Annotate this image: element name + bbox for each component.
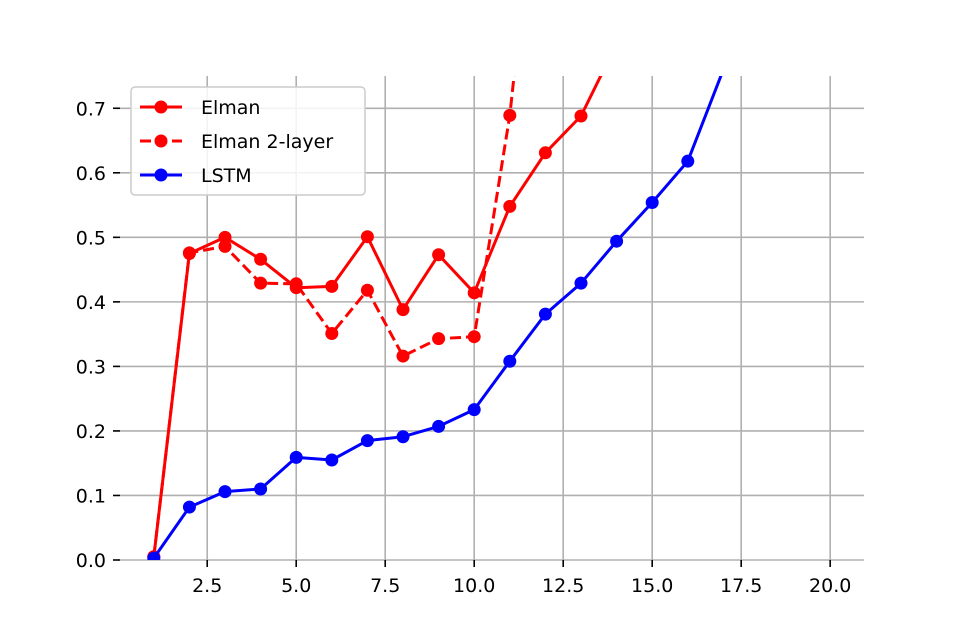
data-point-0 (218, 230, 232, 244)
x-tick-label: 20.0 (809, 575, 851, 597)
series-line-0 (152, 76, 603, 557)
data-point-1 (218, 239, 232, 253)
legend: Elman Elman 2-layer LSTM (130, 86, 366, 196)
legend-box (130, 86, 366, 196)
y-tick-label: 0.7 (76, 98, 106, 120)
grid-lines (120, 76, 864, 561)
data-point-0 (467, 286, 481, 300)
data-point-0 (254, 252, 268, 266)
legend-label: Elman (201, 97, 260, 119)
x-tick-label: 7.5 (370, 575, 400, 597)
data-point-0 (325, 279, 339, 293)
data-point-2 (645, 195, 659, 209)
data-point-1 (503, 108, 517, 122)
data-point-2 (360, 434, 374, 448)
data-point-2 (432, 419, 446, 433)
data-point-0 (610, 37, 623, 50)
x-tick-label: 17.5 (720, 575, 762, 597)
data-point-2 (396, 430, 410, 444)
data-point-2 (467, 403, 481, 417)
y-tick-label: 0.1 (76, 485, 106, 507)
data-point-1 (396, 349, 410, 363)
data-point-0 (538, 146, 552, 160)
data-point-1 (254, 276, 268, 290)
data-point-2 (218, 485, 232, 499)
data-point-2 (538, 307, 552, 321)
data-point-1 (360, 283, 374, 297)
data-point-2 (182, 500, 196, 514)
data-point-2 (289, 450, 303, 464)
y-tick-label: 0.3 (76, 356, 106, 378)
data-point-2 (503, 354, 517, 368)
x-tick-label: 10.0 (453, 575, 495, 597)
legend-label: LSTM (201, 165, 252, 187)
legend-swatch-marker (154, 134, 168, 148)
series-layer (147, 37, 725, 560)
y-tick-label: 0.2 (76, 421, 106, 443)
legend-swatch-marker (154, 168, 168, 182)
x-tick-label: 5.0 (281, 575, 311, 597)
data-point-2 (574, 276, 588, 290)
y-tick-label: 0.0 (76, 550, 106, 572)
x-tick-label: 2.5 (192, 575, 222, 597)
data-point-1 (289, 277, 303, 291)
data-point-0 (360, 230, 374, 244)
legend-swatch-marker (154, 100, 168, 114)
data-point-2 (681, 154, 695, 168)
data-point-2 (254, 482, 268, 496)
data-point-2 (147, 551, 161, 560)
data-point-1 (467, 330, 481, 344)
data-point-2 (722, 76, 725, 77)
data-point-2 (610, 234, 624, 248)
series-line-1 (152, 76, 516, 557)
y-tick-label: 0.4 (76, 292, 106, 314)
legend-label: Elman 2-layer (201, 131, 333, 153)
data-point-0 (432, 248, 446, 262)
data-point-0 (574, 109, 588, 123)
data-point-1 (432, 332, 446, 346)
data-point-1 (182, 246, 196, 260)
axis-ticks: 2.5 5.0 7.5 10.0 12.5 15.0 17.5 20.0 0.0 0.1 0.2 0.… (76, 98, 852, 597)
y-tick-label: 0.5 (76, 227, 106, 249)
x-tick-label: 12.5 (542, 575, 584, 597)
x-tick-label: 15.0 (631, 575, 673, 597)
data-point-0 (396, 303, 410, 317)
y-tick-label: 0.6 (76, 163, 106, 185)
data-point-2 (325, 453, 339, 467)
data-point-1 (325, 326, 339, 340)
data-point-0 (503, 199, 517, 213)
